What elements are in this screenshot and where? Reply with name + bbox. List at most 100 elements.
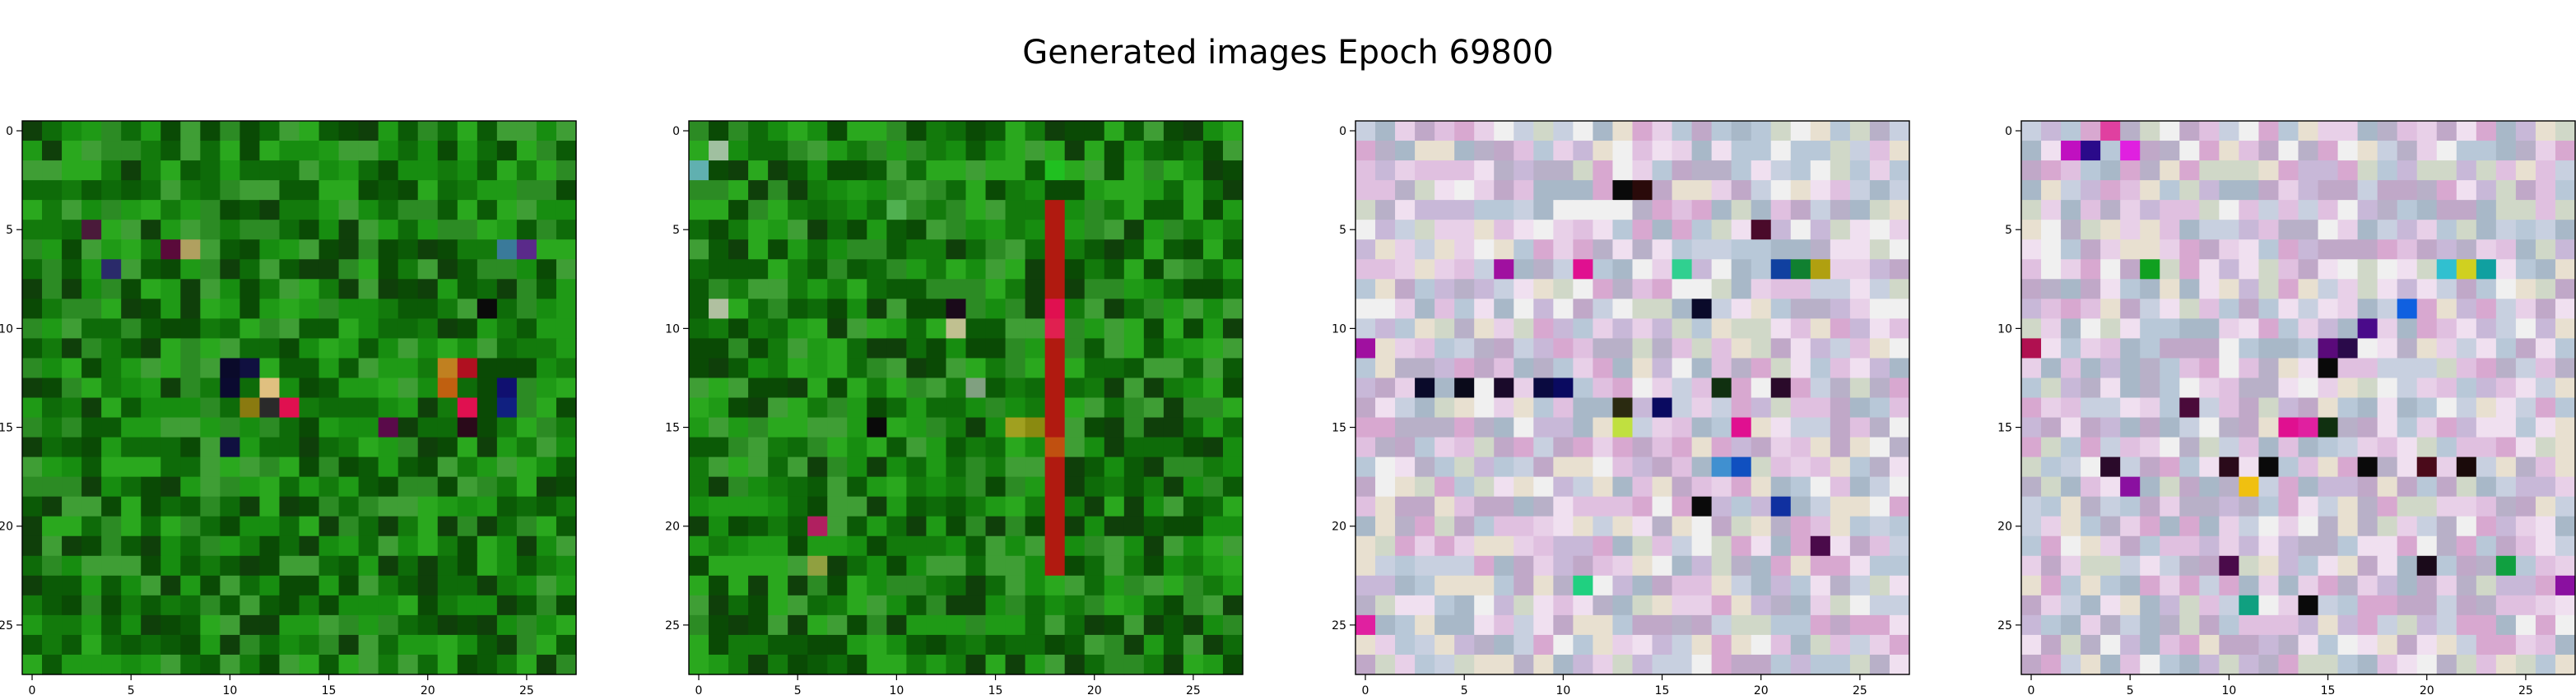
- pixel-cell: [1104, 378, 1125, 399]
- pixel-cell: [1652, 160, 1673, 181]
- pixel-cell: [1064, 318, 1086, 339]
- pixel-cell: [160, 654, 181, 675]
- pixel-cell: [1395, 220, 1416, 240]
- pixel-cell: [1454, 299, 1475, 319]
- pixel-cell: [398, 239, 419, 260]
- pixel-cell: [1632, 417, 1653, 438]
- pixel-cell: [279, 259, 300, 280]
- pixel-cell: [807, 338, 828, 359]
- pixel-cell: [1612, 259, 1634, 280]
- pixel-cell: [788, 318, 808, 339]
- pixel-cell: [1612, 318, 1634, 339]
- pixel-cell: [1044, 318, 1066, 339]
- pixel-cell: [2219, 496, 2239, 517]
- pixel-cell: [42, 299, 63, 319]
- pixel-cell: [748, 358, 769, 379]
- pixel-cell: [965, 299, 987, 319]
- pixel-cell: [81, 476, 102, 498]
- pixel-cell: [358, 476, 379, 498]
- pixel-cell: [2021, 220, 2042, 240]
- pixel-cell: [1044, 299, 1066, 319]
- pixel-cell: [299, 378, 320, 399]
- pixel-cell: [1434, 555, 1455, 577]
- pixel-cell: [1454, 555, 1475, 577]
- pixel-cell: [2456, 535, 2477, 557]
- pixel-cell: [378, 279, 399, 299]
- pixel-cell: [437, 279, 458, 299]
- pixel-cell: [886, 535, 907, 557]
- pixel-cell: [2298, 437, 2319, 458]
- pixel-cell: [200, 516, 221, 537]
- pixel-cell: [378, 318, 399, 339]
- pixel-cell: [1183, 121, 1204, 141]
- pixel-cell: [2179, 555, 2200, 577]
- pixel-cell: [259, 220, 281, 240]
- pixel-cell: [1533, 595, 1554, 616]
- pixel-cell: [728, 239, 749, 260]
- pixel-cell: [378, 121, 399, 141]
- pixel-cell: [2456, 634, 2477, 656]
- pixel-cell: [2120, 575, 2141, 596]
- pixel-cell: [101, 141, 122, 161]
- y-tick-label: 10: [1332, 322, 1346, 336]
- pixel-cell: [1553, 141, 1574, 161]
- pixel-cell: [437, 456, 458, 478]
- pixel-cell: [2495, 516, 2517, 537]
- pixel-cell: [62, 614, 82, 636]
- pixel-cell: [2239, 141, 2260, 161]
- pixel-cell: [2081, 239, 2101, 260]
- pixel-cell: [160, 338, 181, 359]
- pixel-cell: [556, 654, 577, 675]
- pixel-cell: [496, 279, 518, 299]
- pixel-cell: [160, 476, 181, 498]
- pixel-cell: [1123, 397, 1145, 419]
- pixel-cell: [141, 160, 161, 181]
- pixel-cell: [788, 239, 808, 260]
- pixel-cell: [1143, 358, 1165, 379]
- pixel-cell: [1123, 358, 1145, 379]
- pixel-cell: [926, 141, 947, 161]
- pixel-cell: [827, 496, 848, 517]
- pixel-cell: [1514, 595, 1534, 616]
- pixel-cell: [121, 239, 142, 260]
- pixel-cell: [2160, 220, 2180, 240]
- pixel-cell: [1790, 496, 1811, 517]
- pixel-cell: [2160, 259, 2180, 280]
- pixel-cell: [1790, 516, 1811, 537]
- pixel-cell: [1731, 575, 1752, 596]
- pixel-cell: [398, 279, 419, 299]
- pixel-cell: [1790, 595, 1811, 616]
- pixel-cell: [1143, 614, 1165, 636]
- pixel-cell: [1593, 318, 1614, 339]
- pixel-cell: [728, 417, 749, 438]
- pixel-cell: [338, 180, 360, 201]
- pixel-cell: [1593, 358, 1614, 379]
- pixel-cell: [1044, 476, 1066, 498]
- pixel-cell: [1494, 180, 1514, 201]
- pixel-cell: [259, 516, 281, 537]
- pixel-cell: [62, 299, 82, 319]
- pixel-cell: [2120, 180, 2141, 201]
- pixel-cell: [2140, 555, 2160, 577]
- pixel-cell: [2357, 417, 2378, 438]
- pixel-cell: [2535, 654, 2556, 675]
- pixel-cell: [2515, 535, 2536, 557]
- pixel-cell: [2120, 378, 2141, 399]
- pixel-cell: [2061, 220, 2081, 240]
- pixel-cell: [2476, 299, 2497, 319]
- pixel-cell: [2298, 299, 2319, 319]
- pixel-cell: [2377, 555, 2398, 577]
- pixel-cell: [22, 200, 43, 220]
- pixel-cell: [141, 239, 161, 260]
- pixel-cell: [2120, 259, 2141, 280]
- pixel-cell: [2041, 654, 2062, 675]
- pixel-cell: [2476, 318, 2497, 339]
- pixel-cell: [1830, 575, 1851, 596]
- pixel-cell: [2041, 239, 2062, 260]
- pixel-cell: [319, 437, 340, 458]
- pixel-cell: [1143, 417, 1165, 438]
- pixel-cell: [2179, 200, 2200, 220]
- pixel-cell: [319, 654, 340, 675]
- pixel-cell: [358, 239, 379, 260]
- pixel-cell: [1123, 535, 1145, 557]
